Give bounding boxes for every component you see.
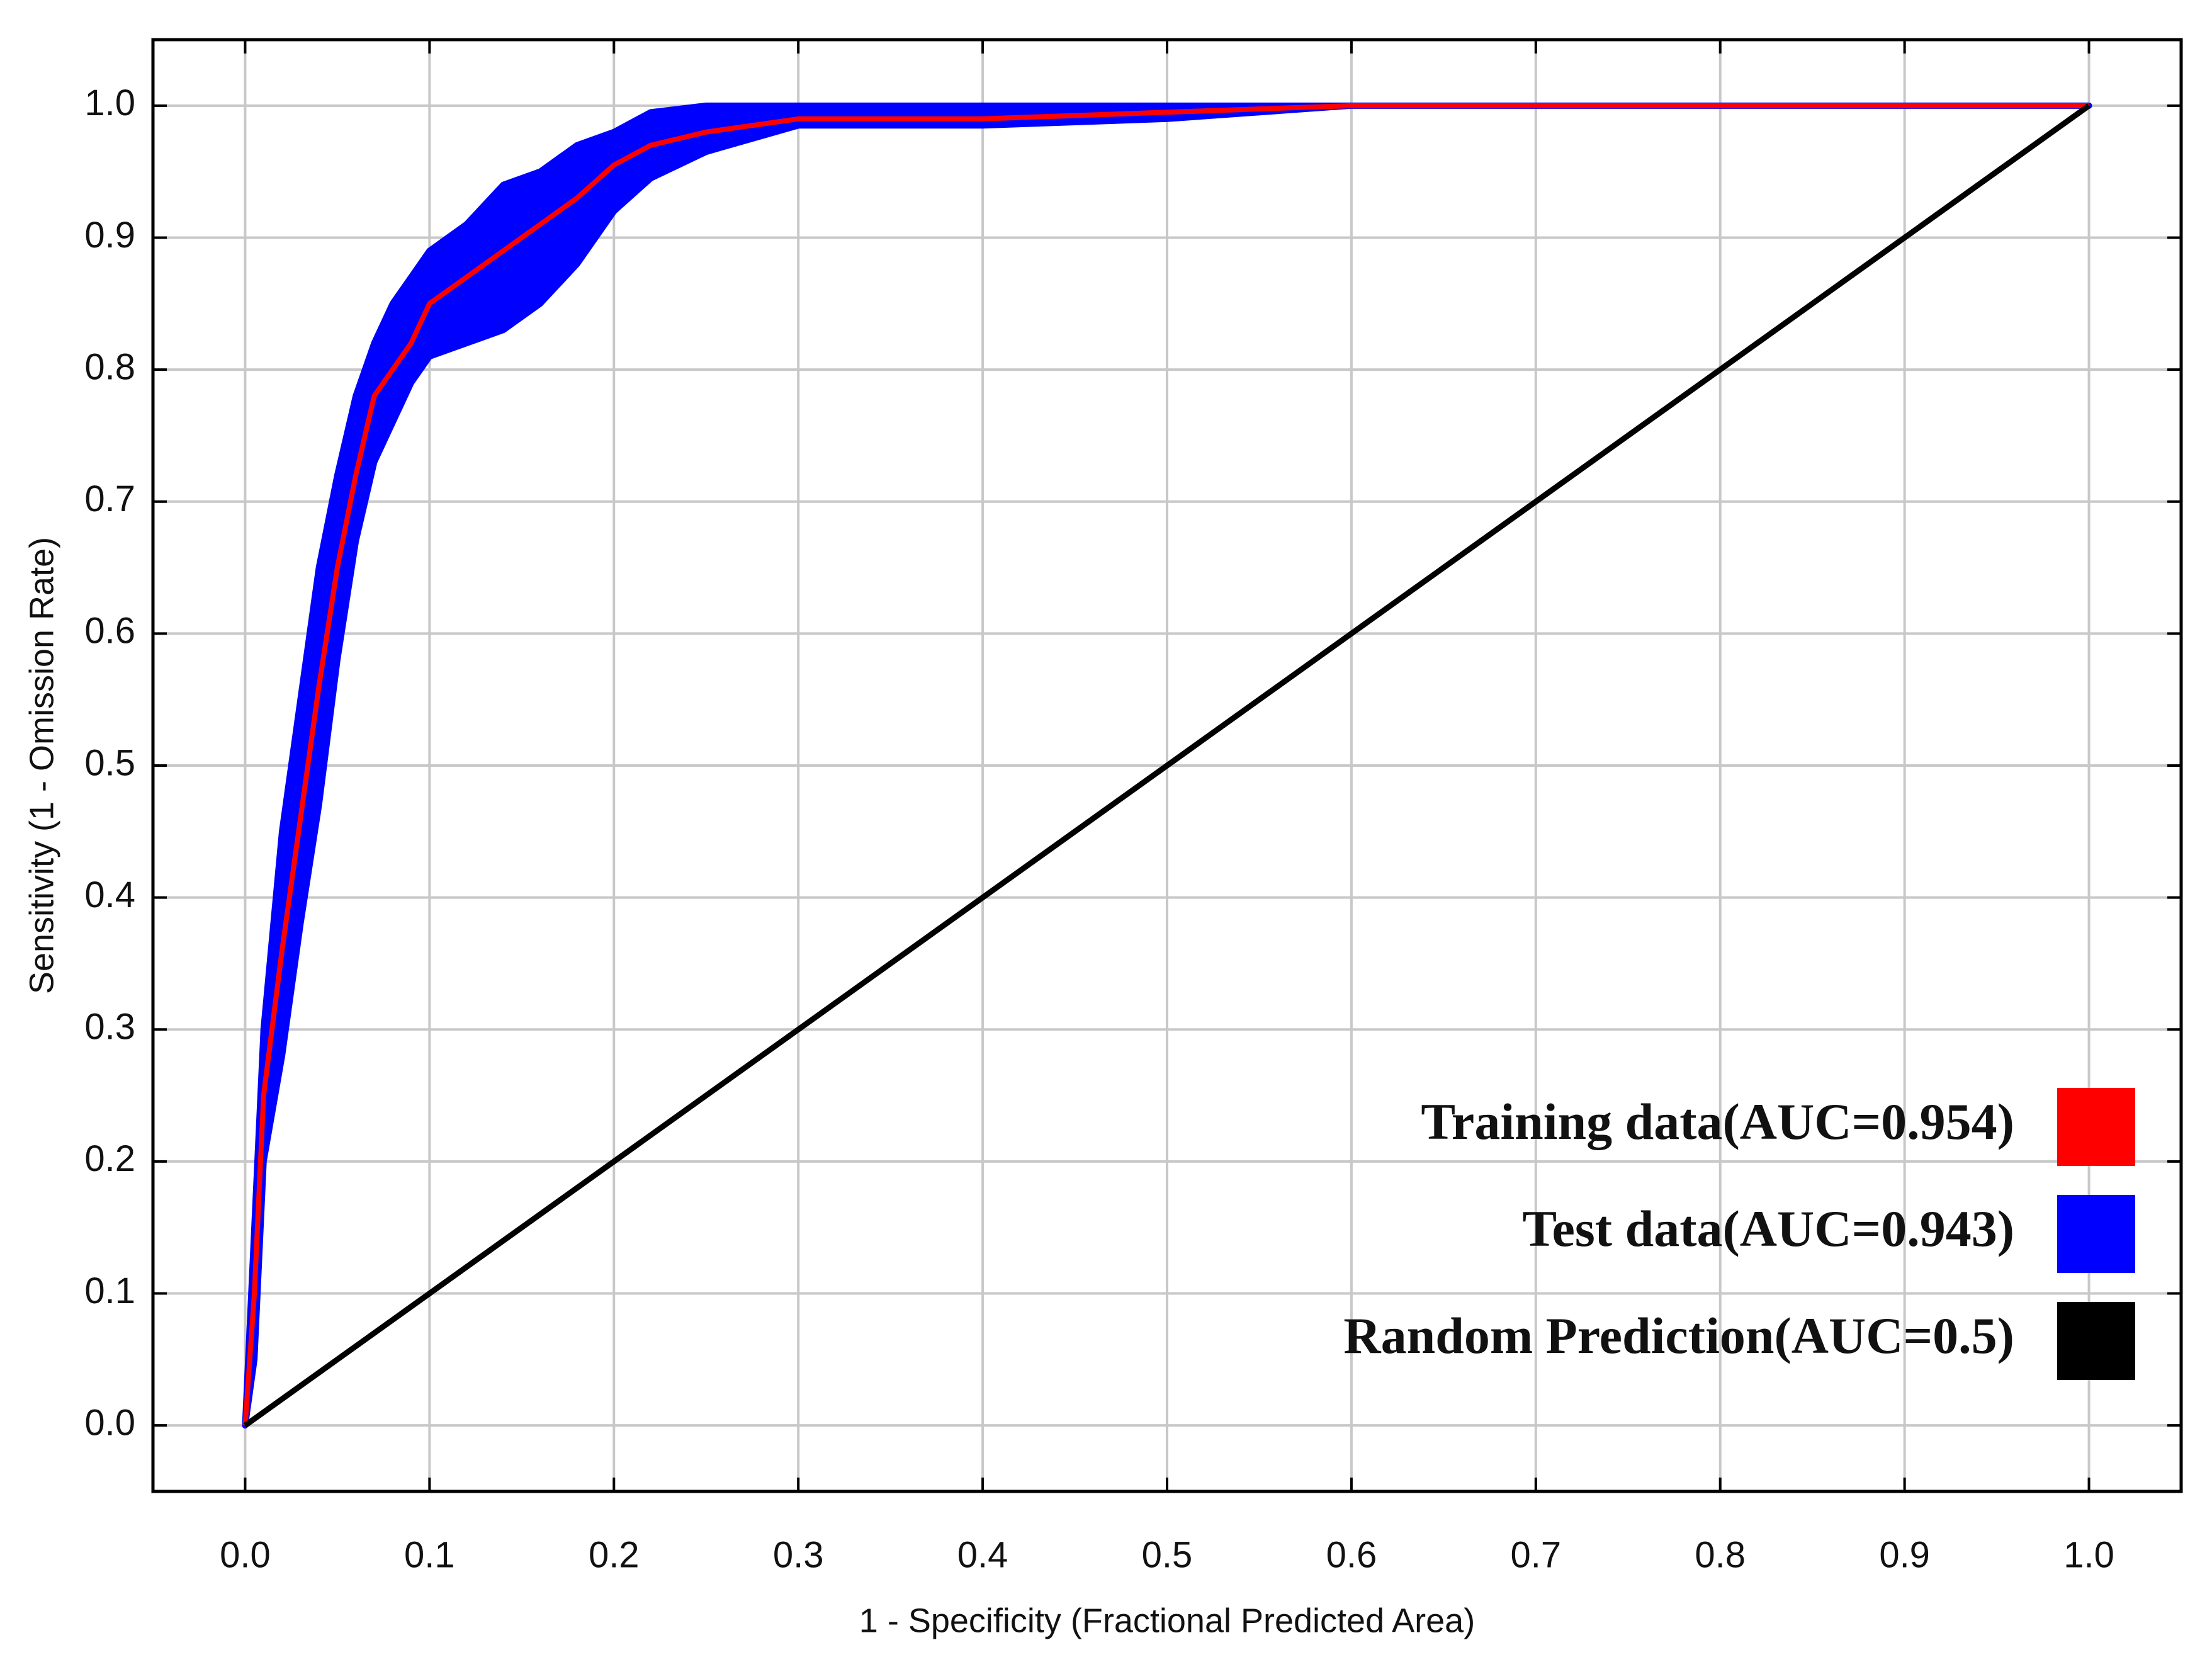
y-tick-label: 0.2 <box>84 1138 135 1179</box>
legend-swatch <box>2057 1302 2135 1380</box>
x-tick-label: 0.4 <box>957 1534 1008 1575</box>
y-tick-label: 0.4 <box>84 874 135 915</box>
legend-label: Training data(AUC=0.954) <box>1421 1093 2014 1150</box>
x-tick-label: 0.9 <box>1879 1534 1930 1575</box>
x-tick-label: 0.0 <box>220 1534 271 1575</box>
legend-label: Random Prediction(AUC=0.5) <box>1343 1307 2014 1364</box>
test-band <box>242 102 2092 1429</box>
y-tick-label: 0.3 <box>84 1007 135 1048</box>
legend-swatch <box>2057 1088 2135 1166</box>
y-tick-label: 0.7 <box>84 478 135 519</box>
y-tick-label: 0.8 <box>84 346 135 387</box>
y-tick-label: 0.1 <box>84 1270 135 1311</box>
plot-frame <box>151 38 2183 1493</box>
x-tick-label: 0.8 <box>1695 1534 1746 1575</box>
x-tick-label: 0.3 <box>773 1534 824 1575</box>
x-axis-title: 1 - Specificity (Fractional Predicted Ar… <box>859 1602 1475 1639</box>
y-tick-label: 0.6 <box>84 611 135 652</box>
x-tick-label: 0.6 <box>1326 1534 1377 1575</box>
y-tick-label: 0.5 <box>84 742 135 783</box>
y-tick-label: 0.0 <box>84 1403 135 1444</box>
x-tick-label: 0.2 <box>589 1534 640 1575</box>
line <box>242 103 2089 1426</box>
x-tick-label: 1.0 <box>2063 1534 2114 1575</box>
y-tick-label: 1.0 <box>84 82 135 123</box>
legend-swatch <box>2057 1195 2135 1273</box>
line <box>243 103 2091 1428</box>
y-axis-title: Sensitivity (1 - Omission Rate) <box>23 537 60 994</box>
x-tick-label: 0.7 <box>1510 1534 1561 1575</box>
x-tick-label: 0.1 <box>404 1534 455 1575</box>
x-tick-label: 0.5 <box>1142 1534 1193 1575</box>
legend-label: Test data(AUC=0.943) <box>1522 1200 2014 1257</box>
y-tick-label: 0.9 <box>84 215 135 256</box>
